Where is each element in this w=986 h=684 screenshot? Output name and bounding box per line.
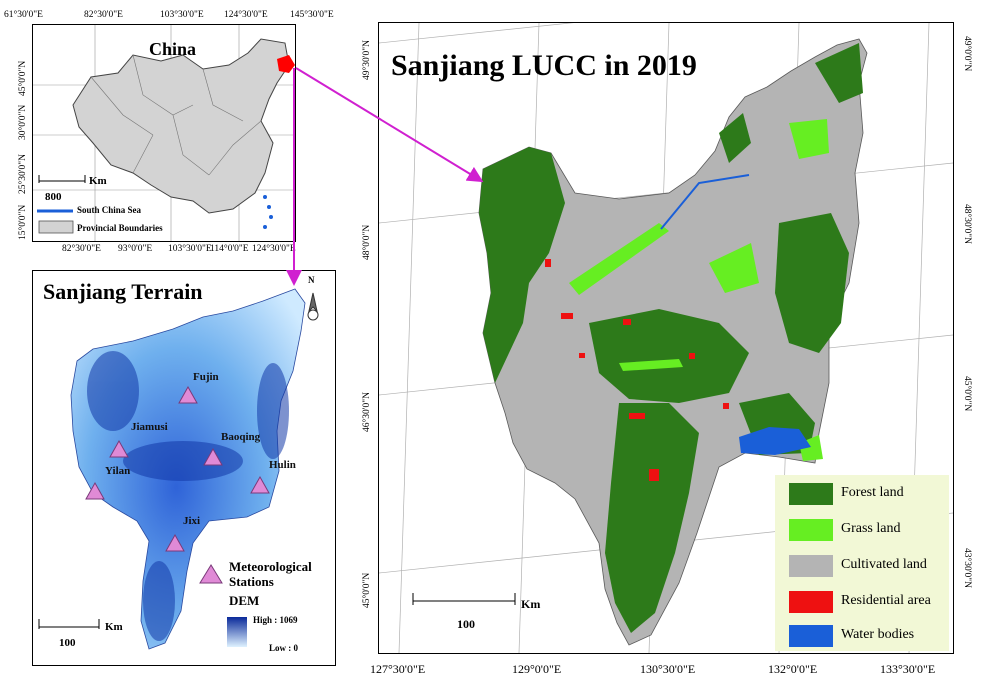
lucc-lat-right-1: 48°30'0"N [962,204,972,244]
legend-forest-label: Forest land [841,485,904,500]
china-scale-value: 800 [45,191,62,203]
lucc-legend: Forest land Grass land Cultivated land R… [775,475,949,651]
lucc-title: Sanjiang LUCC in 2019 [391,49,697,82]
legend-forest-swatch [789,483,833,505]
legend-residential-swatch [789,591,833,613]
china-lon-bottom-1: 93°0'0"E [118,244,153,254]
lucc-lon-bottom-3: 132°0'0"E [768,662,818,676]
china-scale-unit: Km [89,175,107,187]
lucc-lat-left-0: 49°30'0"N [362,40,372,80]
terrain-scale-value: 100 [59,637,76,649]
north-letter: N [308,275,315,285]
legend-station-marker [199,564,223,584]
china-lon-bottom-4: 124°30'0"E [252,244,296,254]
lucc-lon-bottom-4: 133°30'0"E [880,662,936,676]
terrain-scale-unit: Km [105,621,123,633]
china-lon-bottom-3: 114°0'0"E [210,244,249,254]
station-label-jixi: Jixi [183,515,201,527]
china-lat-left-0: 45°0'0"N [18,60,28,96]
china-title: China [149,39,197,59]
legend-cultivated-swatch [789,555,833,577]
lucc-lon-bottom-2: 130°30'0"E [640,662,696,676]
station-label-yilan: Yilan [105,465,131,477]
dem-label: DEM [229,593,260,608]
china-lon-top-3: 124°30'0"E [224,10,268,20]
lucc-lat-left-3: 45°0'0"N [362,572,372,608]
legend-south-china-sea: South China Sea [77,205,142,215]
china-lat-left-3: 15°0'0"N [18,204,28,240]
china-lon-bottom-0: 82°30'0"E [62,244,101,254]
legend-residential-label: Residential area [841,593,931,608]
legend-stations-label: Meteorological Stations [229,559,312,589]
lucc-lat-right-2: 45°0'0"N [962,376,972,412]
lucc-lon-bottom-0: 127°30'0"E [370,662,426,676]
legend-water-swatch [789,625,833,647]
lucc-map [379,23,953,653]
legend-cultivated-label: Cultivated land [841,557,927,572]
china-lat-left-1: 30°0'0"N [18,104,28,140]
legend-grass-swatch [789,519,833,541]
station-label-hulin: Hulin [269,459,296,471]
china-inset-panel: China Km 800 South China Sea Provincial … [32,24,296,242]
lucc-lon-bottom-1: 129°0'0"E [512,662,562,676]
sanjiang-highlight [277,55,295,73]
dem-high-label: High : 1069 [253,615,298,625]
terrain-map [38,288,319,650]
station-label-jiamusi: Jiamusi [131,421,168,433]
dem-low-label: Low : 0 [269,643,298,653]
lucc-lat-left-2: 46°30'0"N [362,392,372,432]
china-map [33,25,295,241]
legend-grass-label: Grass land [841,521,901,536]
terrain-panel: Sanjiang Terrain N Fujin Jiamusi Baoqing… [32,270,336,666]
lucc-panel: Sanjiang LUCC in 2019 Km 100 Forest land… [378,22,954,654]
lucc-lat-left-1: 48°0'0"N [362,224,372,260]
china-lon-top-1: 82°30'0"E [84,10,123,20]
china-lon-top-0: 61°30'0"E [4,10,43,20]
station-label-baoqing: Baoqing [221,431,261,443]
china-lon-bottom-2: 103°30'0"E [168,244,212,254]
lucc-scale-value: 100 [457,617,475,631]
lucc-scale-unit: Km [521,597,541,611]
station-hulin-marker [250,475,270,494]
terrain-title: Sanjiang Terrain [43,279,203,304]
station-yilan-marker [85,481,105,500]
china-lon-top-4: 145°30'0"E [290,10,334,20]
station-fujin-marker [178,385,198,404]
station-label-fujin: Fujin [193,371,219,383]
china-lat-left-2: 25°30'0"N [18,154,28,194]
legend-provincial-boundaries: Provincial Boundaries [77,223,163,233]
lucc-lat-right-0: 49°0'0"N [962,36,972,72]
lucc-lat-right-3: 43°30'0"N [962,548,972,588]
north-arrow-icon [307,292,319,321]
station-jixi-marker [165,533,185,552]
station-jiamusi-marker [109,439,129,458]
china-lon-top-2: 103°30'0"E [160,10,204,20]
station-baoqing-marker [203,447,223,466]
china-outline [72,38,290,214]
legend-water-label: Water bodies [841,627,915,642]
xingkai-lake [739,427,811,455]
